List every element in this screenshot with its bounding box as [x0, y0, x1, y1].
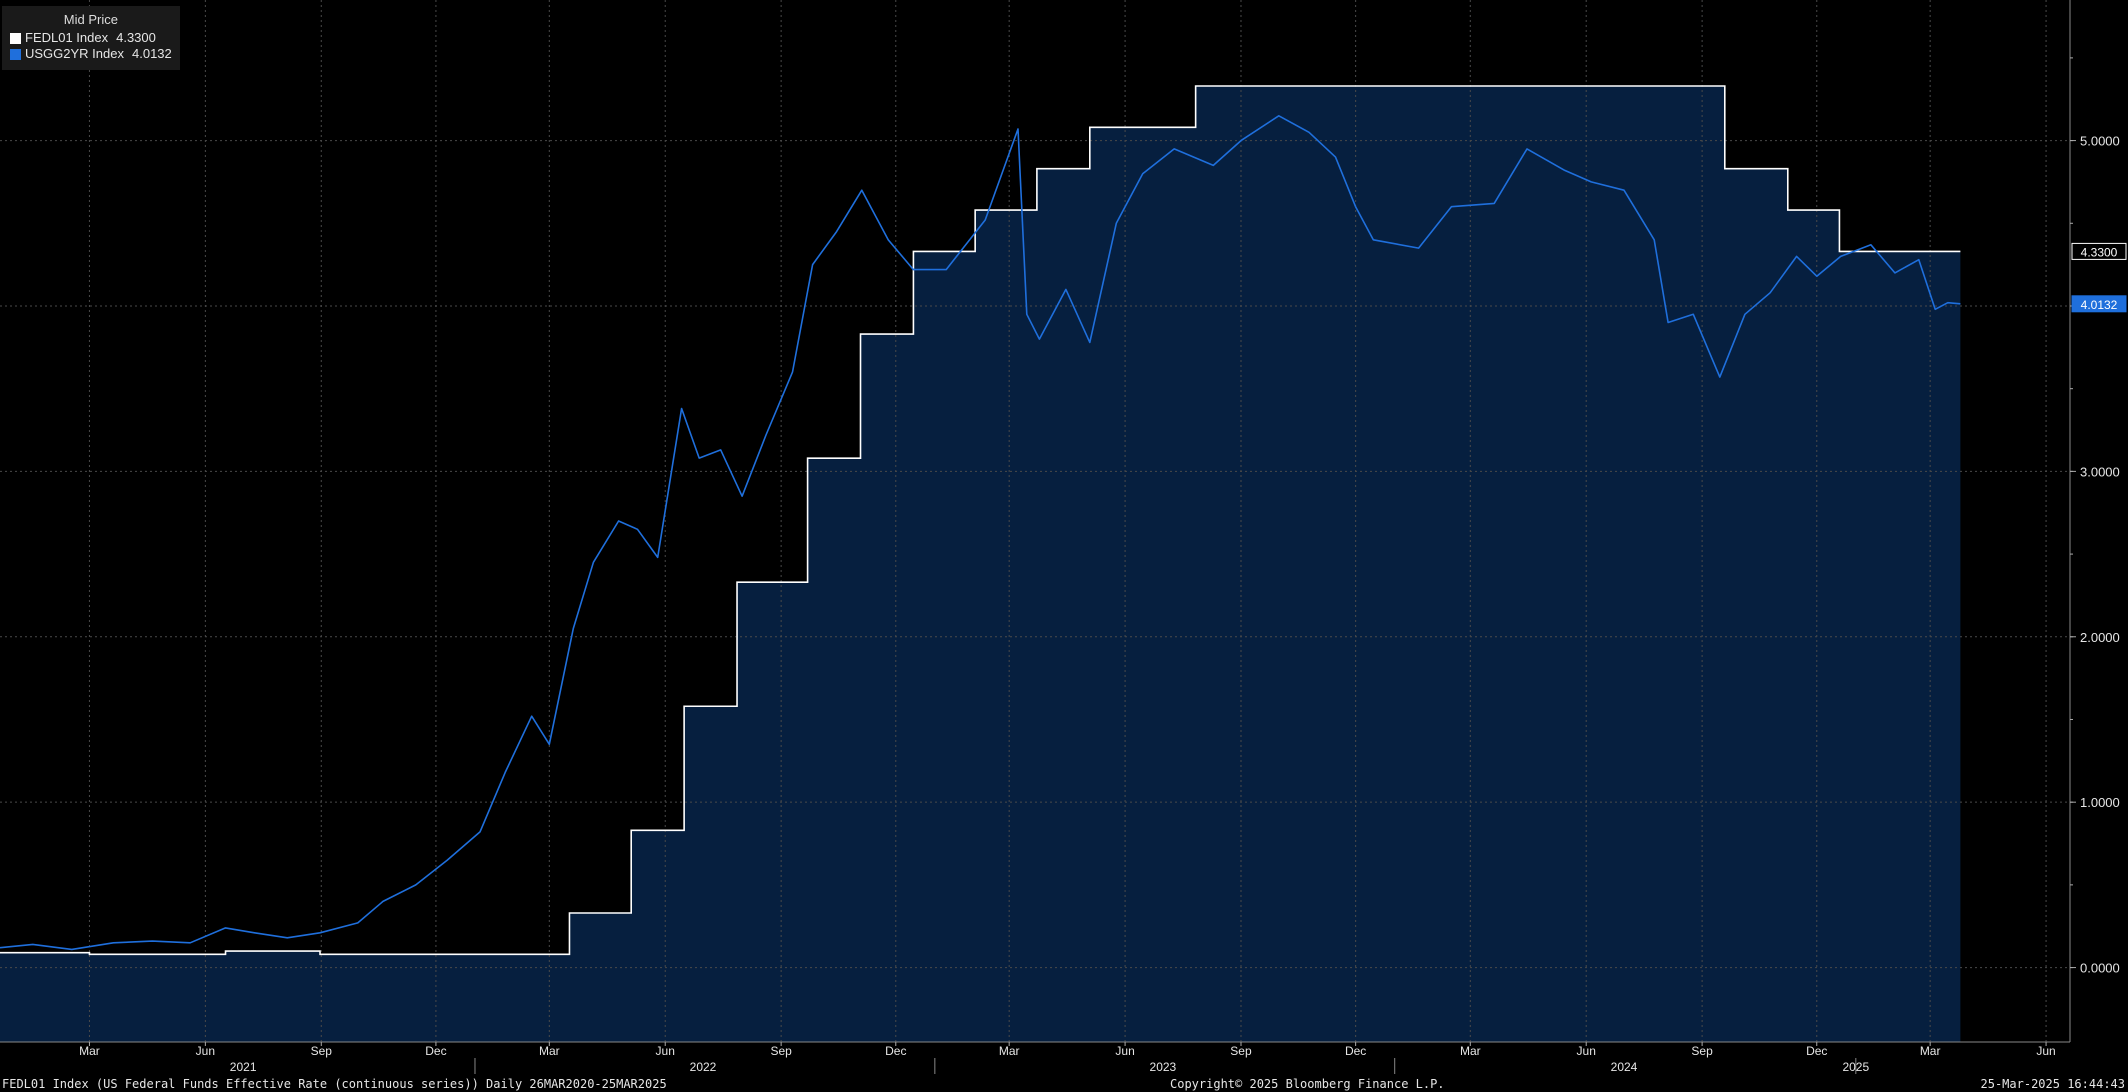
year-label: 2025: [1842, 1060, 1869, 1074]
last-value-label: 4.0132: [2081, 298, 2118, 312]
legend-name-usgg2yr: USGG2YR Index: [25, 46, 124, 61]
last-value-tag: [2071, 295, 2127, 313]
year-label: 2021: [230, 1060, 257, 1074]
x-tick-label: Dec: [1345, 1044, 1366, 1058]
last-value-tag: [2071, 242, 2127, 260]
footer-copyright: Copyright© 2025 Bloomberg Finance L.P.: [1170, 1077, 1445, 1091]
y-tick-label: 5.0000: [2080, 134, 2120, 149]
legend: Mid Price FEDL01 Index 4.3300 USGG2YR In…: [2, 6, 180, 70]
y-tick-label: 1.0000: [2080, 795, 2120, 810]
legend-item-usgg2yr: USGG2YR Index 4.0132: [10, 46, 172, 62]
legend-name-fedl01: FEDL01 Index: [25, 30, 109, 45]
x-tick-label: Mar: [1460, 1044, 1481, 1058]
legend-value-usgg2yr: 4.0132: [132, 46, 172, 61]
last-value-label: 4.3300: [2081, 245, 2118, 259]
x-tick-label: Sep: [1230, 1044, 1252, 1058]
x-tick-label: Jun: [656, 1044, 675, 1058]
area-layer: [0, 86, 1961, 1042]
legend-swatch-usgg2yr: [10, 48, 21, 60]
x-tick-label: Jun: [2036, 1044, 2055, 1058]
year-label: 2022: [690, 1060, 717, 1074]
legend-item-fedl01: FEDL01 Index 4.3300: [10, 30, 172, 46]
x-tick-label: Mar: [79, 1044, 100, 1058]
fedl01-area: [0, 86, 1961, 1042]
year-label: 2024: [1611, 1060, 1638, 1074]
legend-swatch-fedl01: [10, 32, 21, 44]
x-tick-label: Mar: [539, 1044, 560, 1058]
x-tick-label: Jun: [196, 1044, 215, 1058]
x-tick-label: Dec: [1806, 1044, 1827, 1058]
line-layer: [0, 85, 1961, 956]
x-tick-label: Sep: [1691, 1044, 1713, 1058]
grid-layer: [0, 0, 2070, 1042]
x-tick-label: Dec: [885, 1044, 906, 1058]
y-tick-label: 2.0000: [2080, 630, 2120, 645]
x-tick-label: Mar: [1920, 1044, 1941, 1058]
usgg2yr-line: [0, 115, 1961, 951]
fedl01-line: [0, 85, 1961, 956]
x-tick-label: Jun: [1577, 1044, 1596, 1058]
legend-title: Mid Price: [63, 12, 118, 27]
y-tick-label: 0.0000: [2080, 961, 2120, 976]
footer-timestamp: 25-Mar-2025 16:44:43: [1980, 1077, 2126, 1091]
x-tick-label: Jun: [1115, 1044, 1134, 1058]
x-tick-label: Sep: [311, 1044, 333, 1058]
x-tick-label: Dec: [425, 1044, 446, 1058]
x-tick-label: Mar: [999, 1044, 1020, 1058]
year-label: 2023: [1150, 1060, 1177, 1074]
legend-value-fedl01: 4.3300: [116, 30, 156, 45]
y-tick-label: 3.0000: [2080, 464, 2120, 479]
footer-description: FEDL01 Index (US Federal Funds Effective…: [2, 1077, 667, 1091]
x-tick-label: Sep: [770, 1044, 792, 1058]
